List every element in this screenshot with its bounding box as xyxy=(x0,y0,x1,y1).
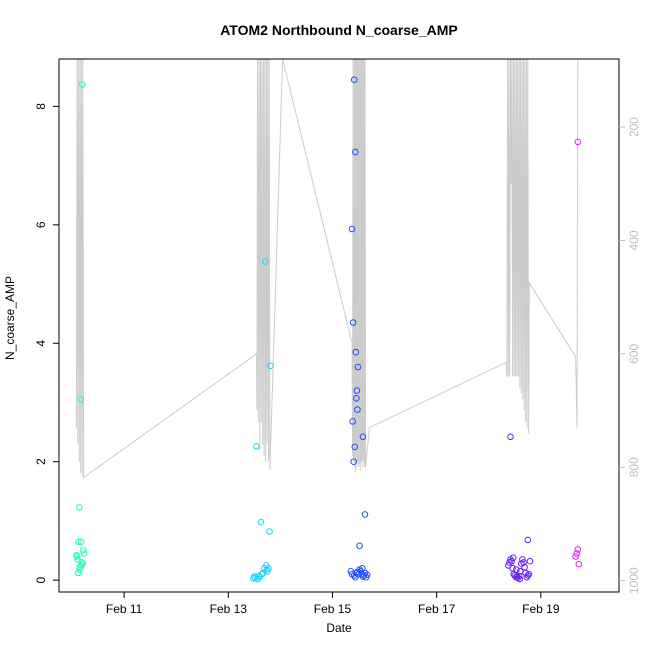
series-4 xyxy=(572,138,583,568)
data-point xyxy=(77,396,84,403)
data-point xyxy=(78,559,86,566)
data-point xyxy=(76,504,83,511)
data-point xyxy=(524,536,532,544)
depth-trace-layer xyxy=(75,59,579,479)
data-point xyxy=(266,528,273,535)
data-point xyxy=(353,395,360,402)
data-point xyxy=(524,572,532,579)
data-point xyxy=(509,554,517,562)
data-point xyxy=(267,362,274,370)
data-point xyxy=(363,571,371,579)
data-point xyxy=(526,557,534,565)
data-point xyxy=(351,443,359,451)
data-point xyxy=(74,569,82,577)
data-point xyxy=(359,565,366,572)
data-point xyxy=(356,542,363,550)
data-point xyxy=(75,538,82,546)
data-point xyxy=(73,553,81,560)
data-point xyxy=(572,553,579,560)
axes-layer: Feb 11 Feb 13 Feb 15 Feb 17 Feb 19 0 2 4 6 8 200 40… xyxy=(34,58,641,616)
data-point xyxy=(507,433,514,441)
data-point xyxy=(513,566,520,573)
data-point xyxy=(257,518,265,526)
x-axis-label: Date xyxy=(326,621,352,635)
data-point xyxy=(519,556,526,563)
depth-trace-line xyxy=(75,59,579,479)
right-tick-label: 200 xyxy=(627,117,641,137)
data-point xyxy=(575,560,583,568)
data-point xyxy=(361,511,369,518)
y-axis-label: N_coarse_AMP xyxy=(3,276,17,360)
right-tick-label: 400 xyxy=(627,230,641,250)
series-1 xyxy=(250,258,274,583)
data-point xyxy=(77,538,85,546)
data-point xyxy=(352,348,360,356)
data-point xyxy=(78,562,85,569)
data-point xyxy=(508,557,515,565)
data-point xyxy=(354,406,361,413)
x-tick-label: Feb 19 xyxy=(522,602,560,616)
data-point xyxy=(252,574,259,582)
data-point xyxy=(515,572,523,580)
right-tick-label: 800 xyxy=(627,457,641,477)
data-point xyxy=(520,559,527,566)
series-2 xyxy=(347,76,371,581)
x-tick-label: Feb 15 xyxy=(314,602,352,616)
data-point xyxy=(348,225,356,233)
x-tick-label: Feb 13 xyxy=(210,602,248,616)
data-point xyxy=(79,81,86,88)
points-layer xyxy=(73,76,583,583)
data-point xyxy=(359,573,367,580)
x-tick-label: Feb 17 xyxy=(418,602,456,616)
data-point xyxy=(261,258,269,265)
data-point xyxy=(256,573,264,581)
data-point xyxy=(350,458,358,466)
y-tick-label: 2 xyxy=(34,458,48,465)
data-point xyxy=(76,566,83,573)
right-tick-label: 600 xyxy=(627,344,641,364)
data-point xyxy=(574,138,582,146)
data-point xyxy=(253,443,260,450)
data-point xyxy=(354,363,362,371)
data-point xyxy=(259,569,267,577)
data-point xyxy=(350,76,358,83)
data-point xyxy=(349,418,356,425)
data-point xyxy=(516,575,524,583)
data-point xyxy=(352,148,359,156)
y-tick-label: 8 xyxy=(34,103,48,110)
y-tick-label: 0 xyxy=(34,576,48,583)
data-point xyxy=(525,570,533,578)
data-point xyxy=(74,556,81,563)
y-tick-label: 4 xyxy=(34,340,48,347)
data-point xyxy=(263,566,271,573)
data-point xyxy=(81,550,88,557)
series-0 xyxy=(73,81,88,577)
chart-title: ATOM2 Northbound N_coarse_AMP xyxy=(220,22,458,38)
data-point xyxy=(255,572,263,580)
data-point xyxy=(359,433,367,441)
right-tick-label: 1000 xyxy=(627,567,641,594)
data-point xyxy=(354,568,361,576)
data-point xyxy=(79,547,87,554)
x-tick-label: Feb 11 xyxy=(106,602,143,616)
data-point xyxy=(265,565,272,572)
plot-frame xyxy=(58,58,620,593)
series-3 xyxy=(505,433,534,583)
data-point xyxy=(574,546,582,553)
y-tick-label: 6 xyxy=(34,221,48,228)
data-point xyxy=(353,387,361,394)
data-point xyxy=(79,560,87,567)
data-point xyxy=(573,550,581,557)
data-point xyxy=(349,319,357,326)
